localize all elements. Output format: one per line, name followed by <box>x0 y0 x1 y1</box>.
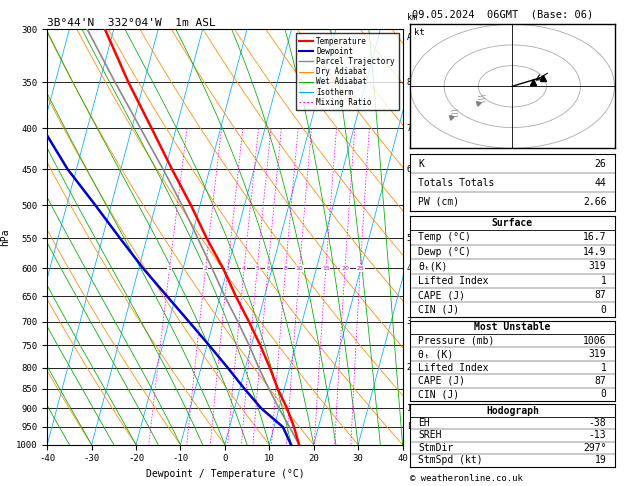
Text: CIN (J): CIN (J) <box>418 305 459 314</box>
Text: 6: 6 <box>407 165 412 174</box>
X-axis label: Dewpoint / Temperature (°C): Dewpoint / Temperature (°C) <box>145 469 304 479</box>
Text: 44: 44 <box>594 178 606 188</box>
Text: 0: 0 <box>601 305 606 314</box>
Text: 7: 7 <box>407 124 412 133</box>
Text: Most Unstable: Most Unstable <box>474 322 550 332</box>
Text: Temp (°C): Temp (°C) <box>418 232 471 243</box>
Text: Lifted Index: Lifted Index <box>418 363 489 373</box>
Text: 319: 319 <box>589 261 606 271</box>
Text: 297°: 297° <box>583 443 606 453</box>
Text: CIN (J): CIN (J) <box>418 389 459 399</box>
Text: θₜ(K): θₜ(K) <box>418 261 448 271</box>
Text: 1: 1 <box>601 363 606 373</box>
Text: Totals Totals: Totals Totals <box>418 178 494 188</box>
Text: 5: 5 <box>255 266 259 271</box>
Legend: Temperature, Dewpoint, Parcel Trajectory, Dry Adiabat, Wet Adiabat, Isotherm, Mi: Temperature, Dewpoint, Parcel Trajectory… <box>296 33 399 110</box>
Text: 0: 0 <box>601 389 606 399</box>
Text: 14.9: 14.9 <box>583 247 606 257</box>
Text: 4: 4 <box>407 264 412 273</box>
Text: 19: 19 <box>594 455 606 465</box>
Text: 2: 2 <box>204 266 208 271</box>
Text: Lifted Index: Lifted Index <box>418 276 489 286</box>
Text: 1006: 1006 <box>583 336 606 346</box>
Text: 2: 2 <box>407 363 412 372</box>
Text: km: km <box>407 13 417 22</box>
Text: 5: 5 <box>407 234 412 243</box>
Text: 319: 319 <box>589 349 606 359</box>
Text: EH: EH <box>418 418 430 428</box>
Text: 3B°44'N  332°04'W  1m ASL: 3B°44'N 332°04'W 1m ASL <box>47 18 216 28</box>
Text: 25: 25 <box>356 266 364 271</box>
Text: StmDir: StmDir <box>418 443 454 453</box>
Text: K: K <box>418 158 424 169</box>
Text: 1: 1 <box>601 276 606 286</box>
Text: Hodograph: Hodograph <box>486 406 539 416</box>
Text: 15: 15 <box>322 266 330 271</box>
Text: ASL: ASL <box>407 34 421 42</box>
Text: 20: 20 <box>341 266 349 271</box>
Text: -13: -13 <box>589 431 606 440</box>
Text: Pressure (mb): Pressure (mb) <box>418 336 494 346</box>
Text: 09.05.2024  06GMT  (Base: 06): 09.05.2024 06GMT (Base: 06) <box>412 9 593 19</box>
Text: LCL: LCL <box>407 422 421 432</box>
Text: Dewp (°C): Dewp (°C) <box>418 247 471 257</box>
Text: © weatheronline.co.uk: © weatheronline.co.uk <box>410 474 523 483</box>
Text: 4: 4 <box>242 266 246 271</box>
Text: kt: kt <box>413 28 425 36</box>
Text: Surface: Surface <box>492 218 533 228</box>
Text: 6: 6 <box>266 266 270 271</box>
Text: -38: -38 <box>589 418 606 428</box>
Text: 8: 8 <box>284 266 287 271</box>
Text: 10: 10 <box>296 266 304 271</box>
Text: 2.66: 2.66 <box>583 197 606 207</box>
Text: θₜ (K): θₜ (K) <box>418 349 454 359</box>
Text: 1: 1 <box>407 404 412 413</box>
Text: 8: 8 <box>407 78 412 87</box>
Text: 3: 3 <box>226 266 230 271</box>
Text: 26: 26 <box>594 158 606 169</box>
Text: PW (cm): PW (cm) <box>418 197 459 207</box>
Text: StmSpd (kt): StmSpd (kt) <box>418 455 483 465</box>
Text: 87: 87 <box>594 376 606 386</box>
Text: 3: 3 <box>407 317 412 326</box>
Text: SREH: SREH <box>418 431 442 440</box>
Text: CAPE (J): CAPE (J) <box>418 376 465 386</box>
Text: 16.7: 16.7 <box>583 232 606 243</box>
Text: CAPE (J): CAPE (J) <box>418 290 465 300</box>
Text: 87: 87 <box>594 290 606 300</box>
Y-axis label: hPa: hPa <box>1 228 11 246</box>
Text: 1: 1 <box>168 266 172 271</box>
